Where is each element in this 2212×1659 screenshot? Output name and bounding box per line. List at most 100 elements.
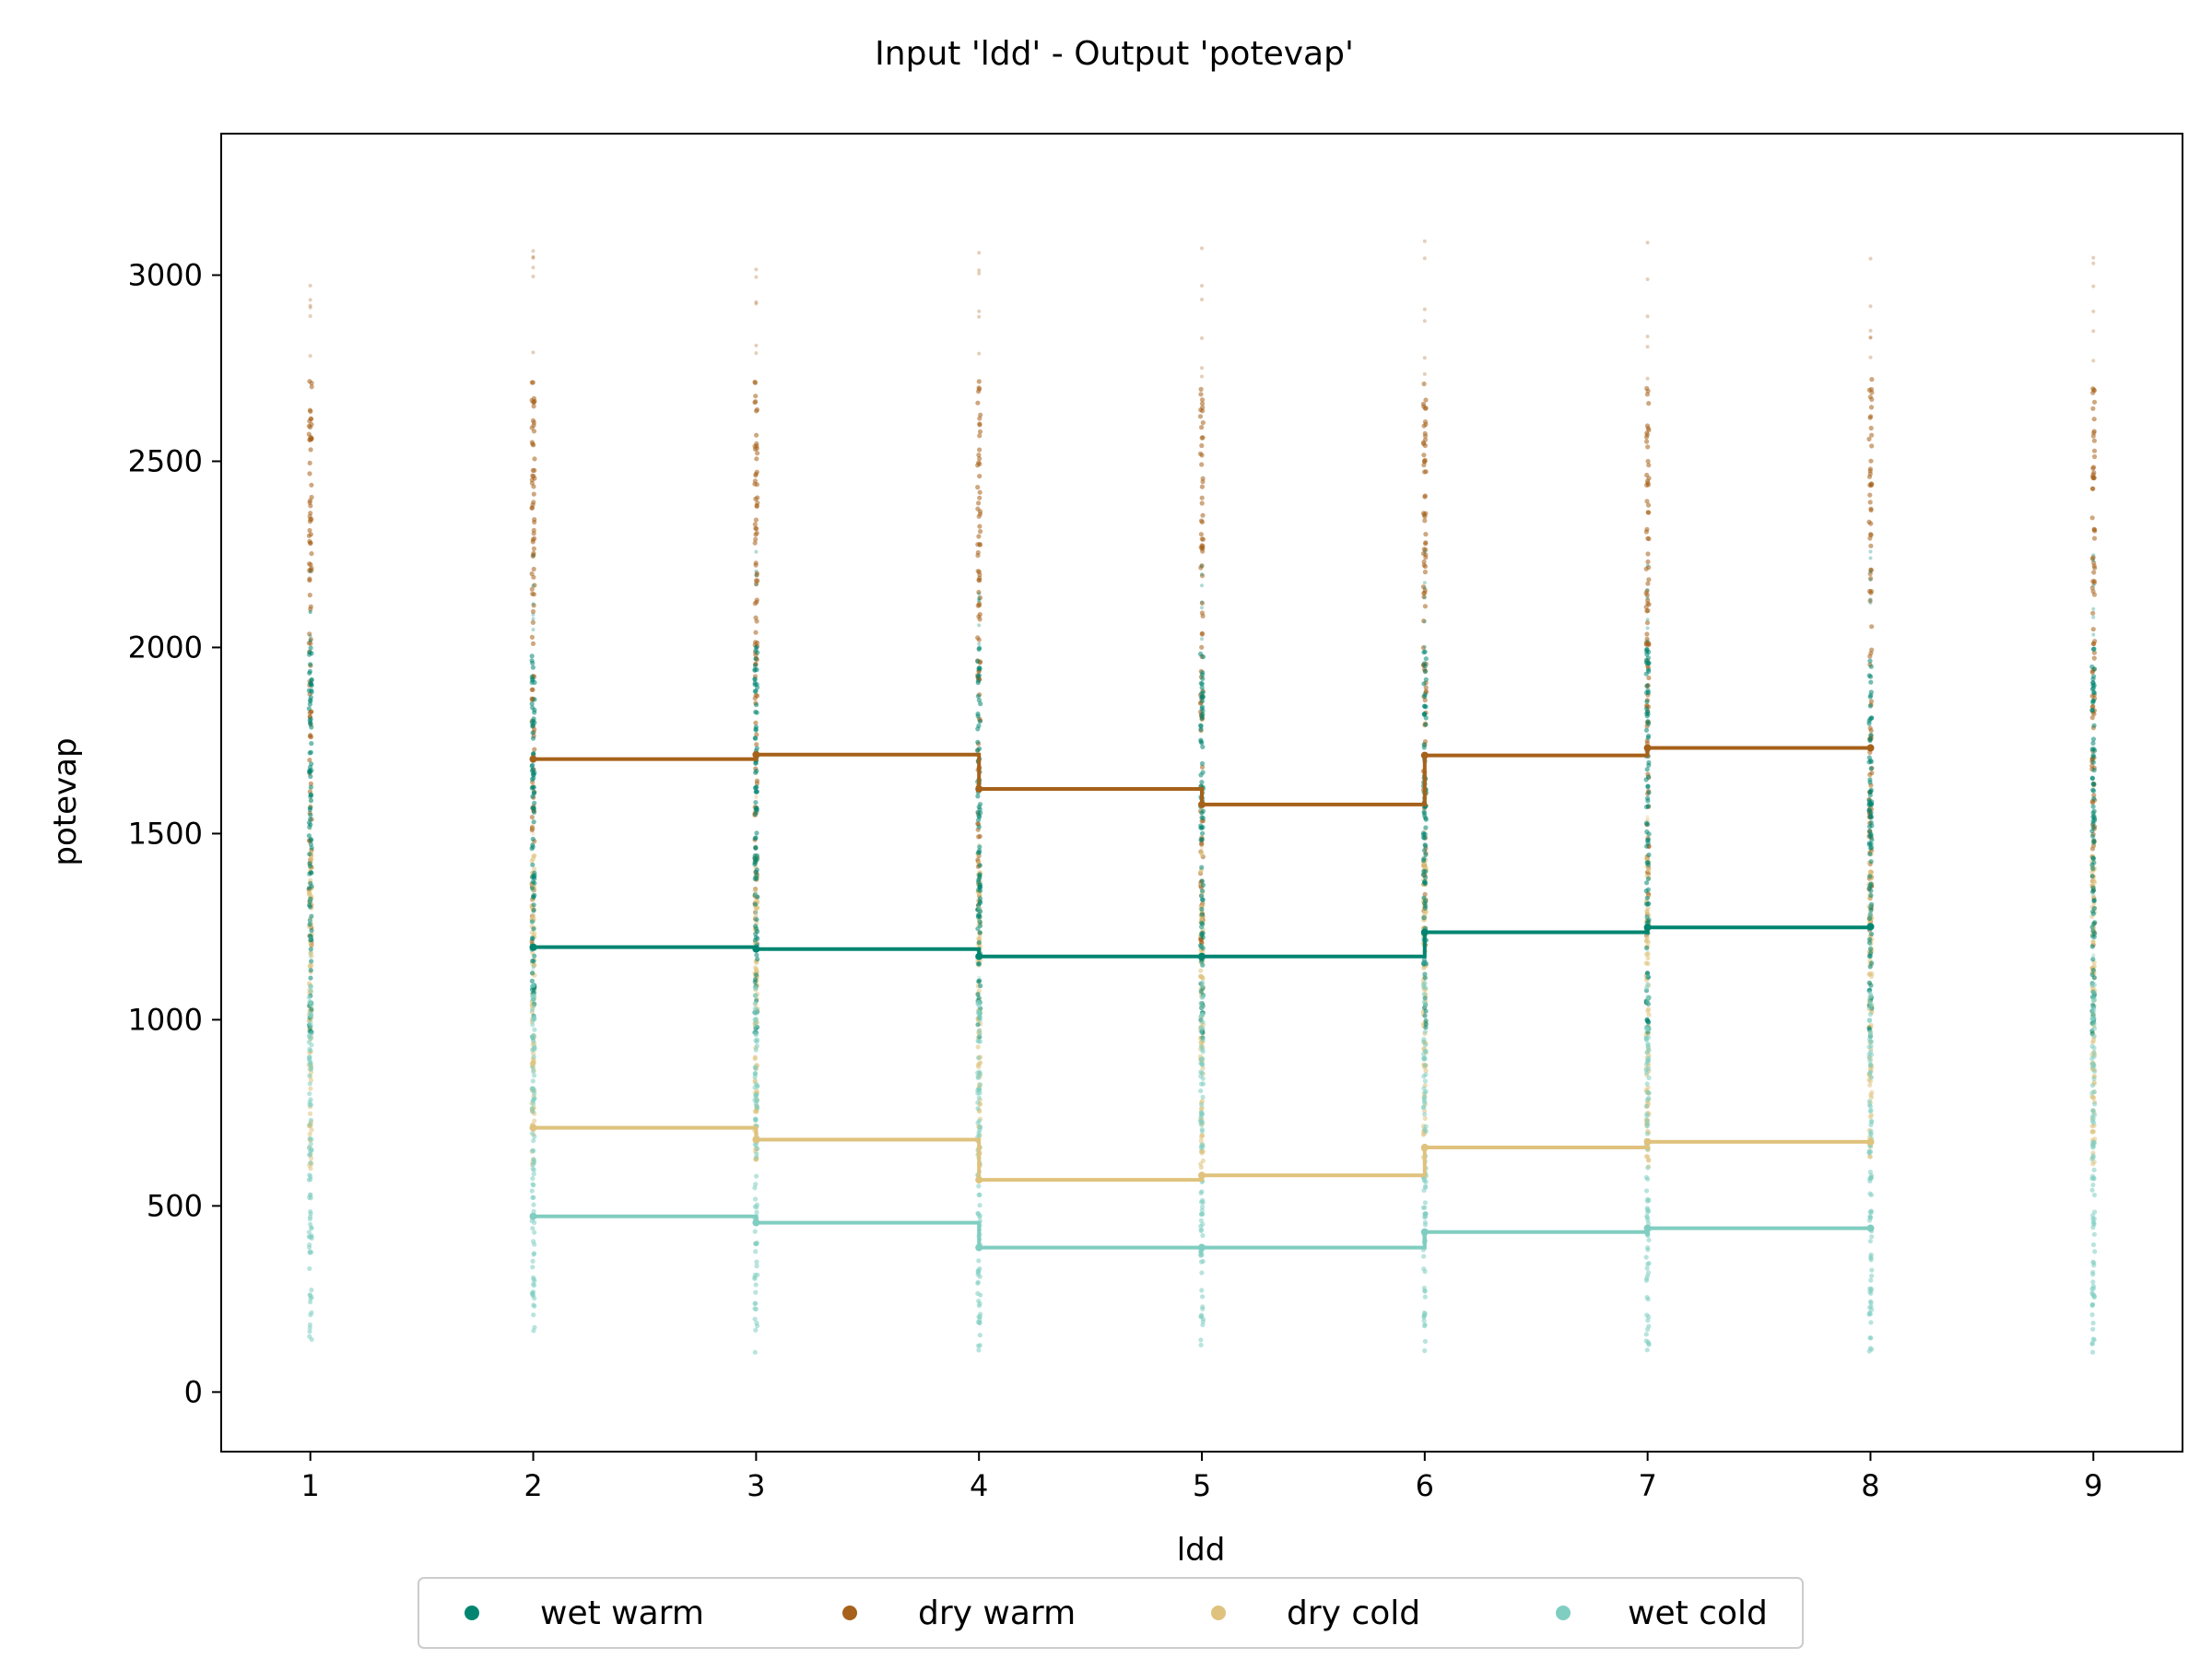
scatter-point — [752, 1116, 759, 1122]
scatter-point — [309, 845, 314, 851]
scatter-point — [2091, 255, 2096, 260]
scatter-point — [1200, 366, 1204, 371]
step-point — [1198, 1243, 1206, 1252]
scatter-point — [530, 1065, 535, 1071]
scatter-point — [1646, 1055, 1652, 1061]
scatter-point — [1421, 1039, 1427, 1044]
scatter-point — [1199, 893, 1205, 899]
scatter-point — [754, 710, 759, 715]
scatter-point — [529, 1105, 535, 1112]
scatter-point — [2091, 448, 2098, 453]
scatter-point — [1199, 610, 1205, 616]
step-point — [1420, 1228, 1429, 1236]
scatter-point — [1200, 1294, 1206, 1300]
scatter-point — [530, 1007, 535, 1013]
scatter-point — [309, 1147, 314, 1153]
scatter-point — [2091, 795, 2097, 802]
scatter-point — [1199, 1126, 1205, 1133]
scatter-point — [1421, 992, 1427, 997]
scatter-point — [1645, 815, 1650, 819]
scatter-point — [2091, 606, 2096, 611]
scatter-point — [2089, 1312, 2095, 1318]
scatter-point — [753, 656, 759, 662]
scatter-point — [531, 819, 536, 825]
scatter-point — [2091, 1021, 2097, 1027]
scatter-point — [529, 858, 535, 864]
scatter-point — [2089, 944, 2095, 949]
scatter-point — [976, 385, 982, 391]
scatter-point — [1198, 737, 1204, 743]
scatter-point — [1423, 421, 1429, 427]
scatter-point — [1645, 837, 1652, 842]
scatter-point — [1200, 980, 1206, 985]
scatter-point — [1423, 1128, 1429, 1135]
scatter-point — [753, 1023, 759, 1029]
scatter-point — [754, 432, 759, 438]
scatter-point — [1200, 1221, 1206, 1227]
scatter-point — [309, 1288, 314, 1293]
scatter-point — [754, 795, 759, 800]
scatter-point — [2090, 472, 2096, 477]
scatter-point — [1423, 1018, 1429, 1024]
scatter-point — [1645, 973, 1650, 978]
scatter-point — [1866, 1149, 1872, 1155]
scatter-point — [1868, 576, 1874, 582]
scatter-point — [977, 1213, 982, 1218]
scatter-point — [2091, 898, 2097, 903]
scatter-point — [2091, 261, 2096, 265]
scatter-point — [977, 309, 982, 313]
scatter-point — [531, 1088, 536, 1094]
scatter-point — [2091, 592, 2098, 597]
scatter-point — [530, 1022, 535, 1028]
scatter-point — [307, 1122, 312, 1127]
scatter-point — [2091, 723, 2097, 728]
scatter-point — [531, 255, 535, 260]
scatter-point — [1197, 414, 1204, 419]
scatter-point — [2090, 1038, 2097, 1043]
scatter-point — [1199, 573, 1206, 579]
scatter-point — [2090, 856, 2097, 862]
scatter-point — [531, 913, 536, 919]
scatter-point — [2091, 953, 2096, 958]
scatter-point — [754, 667, 759, 673]
scatter-point — [1200, 1076, 1206, 1081]
scatter-point — [529, 586, 535, 592]
scatter-point — [755, 957, 760, 962]
scatter-point — [1868, 819, 1874, 826]
scatter-point — [1644, 895, 1650, 901]
scatter-point — [2091, 844, 2096, 848]
scatter-point — [1421, 1285, 1427, 1291]
scatter-point — [529, 440, 535, 445]
scatter-point — [1200, 420, 1206, 426]
scatter-point — [1866, 755, 1872, 760]
scatter-point — [307, 922, 312, 927]
scatter-point — [1867, 1070, 1873, 1076]
scatter-point — [308, 968, 313, 973]
scatter-point — [531, 911, 535, 915]
scatter-point — [532, 1230, 537, 1235]
scatter-point — [2091, 527, 2098, 533]
scatter-point — [1646, 1261, 1652, 1266]
scatter-point — [1200, 975, 1206, 981]
scatter-point — [1421, 999, 1427, 1005]
scatter-point — [1645, 458, 1651, 465]
scatter-point — [1868, 904, 1874, 910]
scatter-point — [1200, 246, 1204, 251]
scatter-point — [2090, 885, 2096, 891]
scatter-point — [2090, 788, 2097, 794]
scatter-point — [975, 693, 981, 699]
scatter-point — [2091, 838, 2097, 843]
scatter-point — [1199, 933, 1205, 938]
scatter-point — [309, 551, 314, 557]
scatter-point — [1198, 1342, 1204, 1347]
scatter-point — [1200, 830, 1206, 836]
scatter-point — [308, 988, 314, 994]
scatter-point — [977, 416, 982, 421]
scatter-point — [1422, 960, 1427, 965]
scatter-point — [754, 343, 759, 347]
scatter-point — [532, 747, 537, 752]
scatter-point — [1868, 912, 1873, 917]
scatter-point — [1867, 725, 1873, 731]
scatter-point — [306, 1230, 312, 1235]
scatter-point — [532, 1219, 537, 1226]
